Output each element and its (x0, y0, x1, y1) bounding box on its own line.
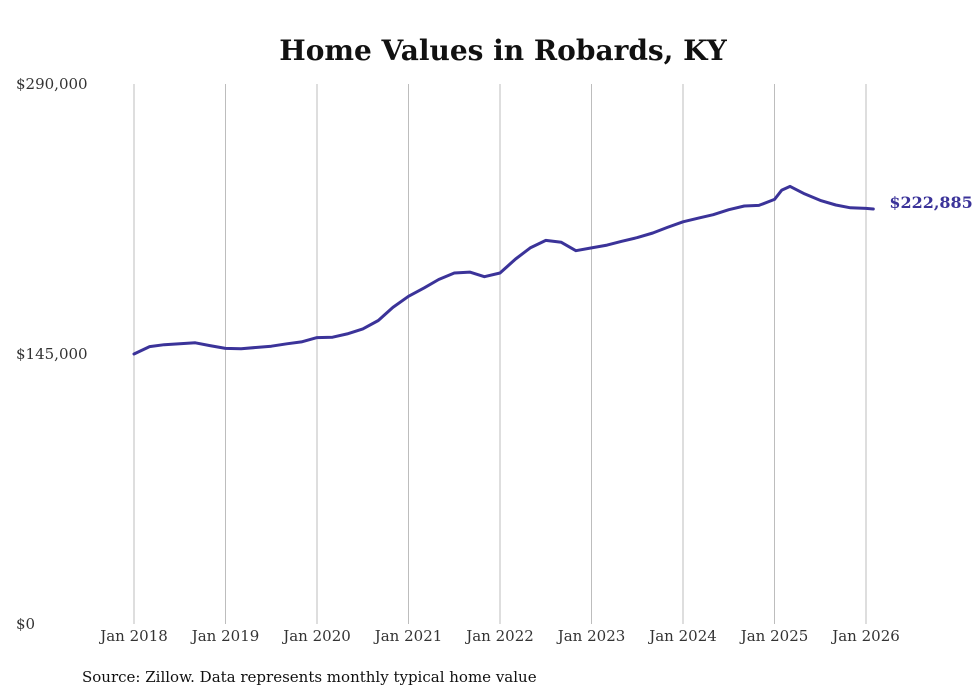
x-tick-label: Jan 2020 (281, 627, 351, 645)
series-line (132, 184, 875, 356)
y-tick-label: $0 (16, 615, 35, 633)
x-tick-label: Jan 2026 (830, 627, 900, 645)
x-tick-label: Jan 2022 (464, 627, 534, 645)
x-axis: Jan 2018 Jan 2019 Jan 2020 Jan 2021 Jan 2022… (98, 627, 900, 645)
y-axis: $0 $145,000 $290,000 (16, 75, 88, 633)
y-tick-label: $290,000 (16, 75, 88, 93)
x-tick-label: Jan 2021 (373, 627, 443, 645)
chart-title: Home Values in Robards, KY (279, 34, 728, 67)
x-tick-label: Jan 2023 (556, 627, 626, 645)
x-tick-label: Jan 2024 (647, 627, 717, 645)
grid-lines (133, 84, 867, 624)
source-note: Source: Zillow. Data represents monthly … (82, 668, 537, 686)
y-tick-label: $145,000 (16, 345, 88, 363)
end-value-label: $222,885 (889, 193, 973, 212)
x-tick-label: Jan 2025 (739, 627, 809, 645)
x-tick-label: Jan 2019 (190, 627, 260, 645)
x-tick-label: Jan 2018 (98, 627, 168, 645)
